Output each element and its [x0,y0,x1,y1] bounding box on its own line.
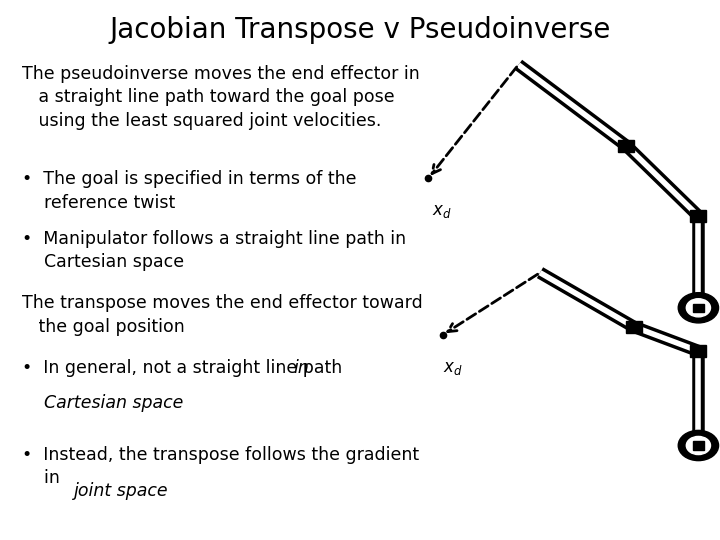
Bar [626,321,642,333]
Text: joint space: joint space [74,482,168,500]
Bar [618,140,634,152]
Text: •  The goal is specified in terms of the
    reference twist: • The goal is specified in terms of the … [22,170,356,212]
Text: •  Manipulator follows a straight line path in
    Cartesian space: • Manipulator follows a straight line pa… [22,230,406,271]
Text: The pseudoinverse moves the end effector in
   a straight line path toward the g: The pseudoinverse moves the end effector… [22,65,419,130]
Bar [693,303,704,312]
Text: Jacobian Transpose v Pseudoinverse: Jacobian Transpose v Pseudoinverse [109,16,611,44]
Bar [690,345,706,357]
Text: •  Instead, the transpose follows the gradient
    in: • Instead, the transpose follows the gra… [22,446,419,487]
Bar [693,441,704,450]
Text: •  In general, not a straight line path: • In general, not a straight line path [22,359,347,377]
Text: in: in [294,359,310,377]
Circle shape [686,436,711,455]
Text: The transpose moves the end effector toward
   the goal position: The transpose moves the end effector tow… [22,294,423,336]
Bar [690,210,706,222]
Circle shape [678,293,719,323]
Circle shape [686,299,711,317]
Circle shape [678,430,719,461]
Text: $x_d$: $x_d$ [443,359,462,377]
Text: Cartesian space: Cartesian space [22,394,183,412]
Text: $x_d$: $x_d$ [432,202,451,220]
